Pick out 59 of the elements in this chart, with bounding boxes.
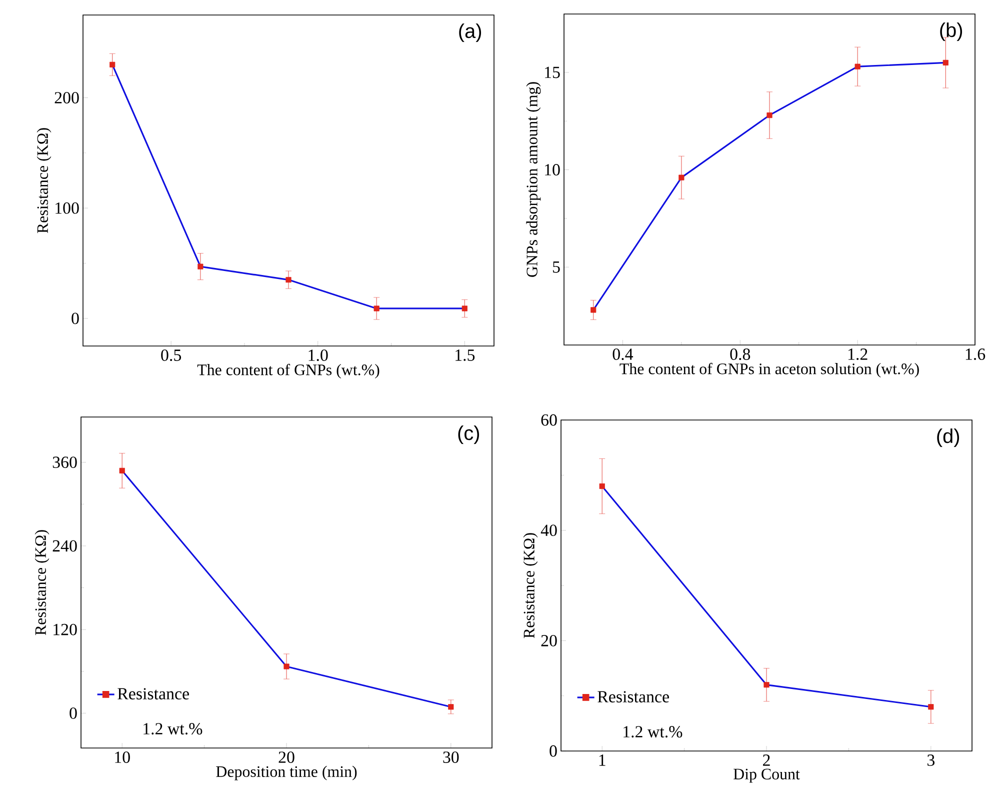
chart-title: (a) xyxy=(459,23,482,42)
x-tick-label: 1.2 xyxy=(848,348,868,360)
y-axis-title: GNPs adsorption amount (mg) xyxy=(526,82,541,277)
y-tick-label: 0 xyxy=(70,707,77,719)
x-tick-label: 1.6 xyxy=(966,348,986,360)
point xyxy=(942,60,948,66)
point xyxy=(374,306,380,312)
y-tick-label: 20 xyxy=(541,634,557,646)
chart-title: (d) xyxy=(937,428,960,448)
x-axis-title: Dip Count xyxy=(734,768,800,783)
x-axis-title: The content of GNPs in aceton solution (wt.%) xyxy=(620,362,919,378)
x-tick-label: 3 xyxy=(927,754,934,766)
x-tick-label: 1.0 xyxy=(308,350,328,362)
y-axis-title: Resistance (KΩ) xyxy=(523,533,538,638)
x-axis-title: Deposition time (min) xyxy=(216,766,357,780)
y-tick-label: 10 xyxy=(545,164,560,176)
x-tick-label: 1.5 xyxy=(456,350,475,361)
legend-label: Resistance xyxy=(598,691,669,702)
legend-label: Resistance xyxy=(118,688,189,700)
annotation: 1.2 wt.% xyxy=(624,726,682,738)
y-tick-label: 40 xyxy=(540,524,557,536)
x-tick-label: 0.8 xyxy=(730,348,750,360)
point xyxy=(286,277,292,283)
point xyxy=(928,704,934,710)
x-tick-label: 0.5 xyxy=(161,350,182,362)
y-tick-label: 240 xyxy=(52,540,77,552)
point xyxy=(462,306,468,312)
y-tick-label: 120 xyxy=(54,624,77,636)
point xyxy=(764,682,770,688)
point xyxy=(678,174,684,180)
y-tick-label: 60 xyxy=(541,414,557,426)
x-tick-label: 20 xyxy=(278,752,294,763)
x-axis-title: The content of GNPs (wt.%) xyxy=(197,364,380,378)
y-tick-label: 5 xyxy=(553,261,560,273)
y-tick-label: 200 xyxy=(54,92,79,104)
y-axis-title: Resistance (KΩ) xyxy=(34,530,50,636)
annotation: 1.2 wt.% xyxy=(144,723,202,735)
y-tick-label: 0 xyxy=(72,312,79,324)
x-tick-label: 10 xyxy=(115,752,130,763)
point xyxy=(119,468,125,474)
chart-title: (b) xyxy=(940,22,962,42)
y-tick-label: 15 xyxy=(545,66,560,78)
point xyxy=(590,307,596,313)
point xyxy=(599,483,605,489)
x-tick-label: 30 xyxy=(443,752,459,763)
y-tick-label: 100 xyxy=(56,202,79,214)
x-tick-label: 2 xyxy=(763,754,770,766)
point xyxy=(854,64,860,70)
x-tick-label: 1 xyxy=(599,754,606,766)
point xyxy=(110,62,116,68)
point xyxy=(766,112,772,118)
point xyxy=(284,664,290,670)
point xyxy=(198,264,204,270)
y-tick-label: 360 xyxy=(52,456,77,468)
y-axis-title: Resistance (KΩ) xyxy=(36,128,52,234)
x-tick-label: 0.4 xyxy=(612,348,634,360)
point xyxy=(448,704,454,710)
y-tick-label: 0 xyxy=(550,745,557,757)
chart-title: (c) xyxy=(458,425,480,444)
